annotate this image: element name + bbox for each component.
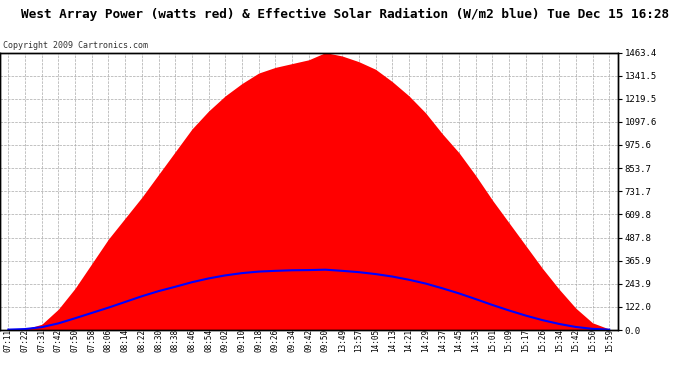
Text: 15:34: 15:34 (555, 328, 564, 352)
Text: 09:42: 09:42 (304, 328, 313, 352)
Text: 09:02: 09:02 (221, 328, 230, 352)
Text: 08:30: 08:30 (154, 328, 163, 352)
Text: Copyright 2009 Cartronics.com: Copyright 2009 Cartronics.com (3, 41, 148, 50)
Text: 14:13: 14:13 (388, 328, 397, 352)
Text: 15:42: 15:42 (571, 328, 580, 352)
Text: 07:22: 07:22 (21, 328, 30, 352)
Text: 14:37: 14:37 (437, 328, 447, 352)
Text: 13:57: 13:57 (355, 328, 364, 352)
Text: 15:50: 15:50 (588, 328, 597, 352)
Text: 08:54: 08:54 (204, 328, 213, 352)
Text: 15:17: 15:17 (521, 328, 530, 352)
Text: 15:26: 15:26 (538, 328, 547, 352)
Text: 09:34: 09:34 (288, 328, 297, 352)
Text: 08:22: 08:22 (137, 328, 146, 352)
Text: 08:06: 08:06 (104, 328, 113, 352)
Text: 14:21: 14:21 (404, 328, 413, 352)
Text: 08:46: 08:46 (188, 328, 197, 352)
Text: 07:50: 07:50 (70, 328, 79, 352)
Text: 08:14: 08:14 (121, 328, 130, 352)
Text: 14:53: 14:53 (471, 328, 480, 352)
Text: 15:09: 15:09 (504, 328, 513, 352)
Text: 09:26: 09:26 (271, 328, 280, 352)
Text: 09:50: 09:50 (321, 328, 330, 352)
Text: West Array Power (watts red) & Effective Solar Radiation (W/m2 blue) Tue Dec 15 : West Array Power (watts red) & Effective… (21, 8, 669, 21)
Text: 14:29: 14:29 (421, 328, 430, 352)
Text: 14:05: 14:05 (371, 328, 380, 352)
Text: 13:49: 13:49 (337, 328, 346, 352)
Text: 07:31: 07:31 (37, 328, 46, 352)
Text: 07:58: 07:58 (88, 328, 97, 352)
Text: 15:59: 15:59 (604, 328, 613, 352)
Text: 14:45: 14:45 (455, 328, 464, 352)
Text: 08:38: 08:38 (170, 328, 180, 352)
Text: 15:01: 15:01 (488, 328, 497, 352)
Text: 09:18: 09:18 (254, 328, 263, 352)
Text: 09:10: 09:10 (237, 328, 246, 352)
Text: 07:42: 07:42 (54, 328, 63, 352)
Text: 07:11: 07:11 (4, 328, 13, 352)
